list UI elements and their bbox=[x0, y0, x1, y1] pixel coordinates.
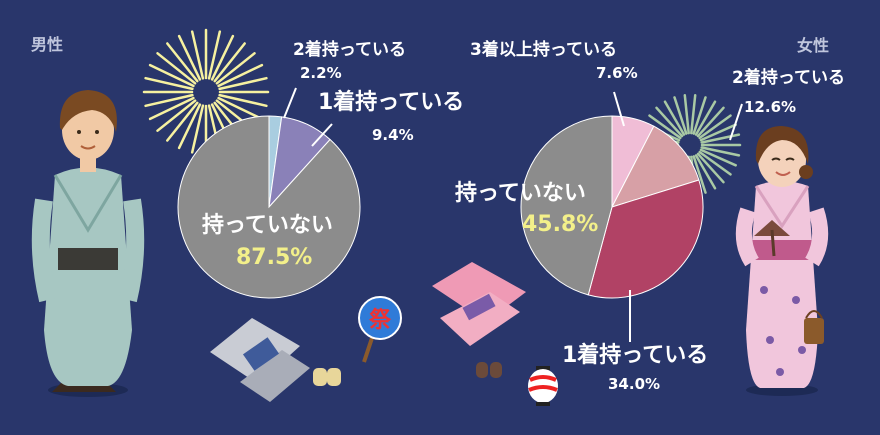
female-one-label: 1着持っている bbox=[562, 343, 709, 368]
paper-lantern-illustration bbox=[528, 366, 558, 406]
leader-line-male-two bbox=[283, 87, 297, 119]
male-pie-slice-2 bbox=[177, 115, 361, 299]
folded-yukata-pink-illustration bbox=[432, 262, 526, 346]
leader-line-female-two bbox=[729, 103, 743, 141]
folded-yukata-gray-illustration bbox=[210, 318, 310, 402]
firework-left-decoration bbox=[142, 28, 270, 156]
male-pie-chart bbox=[177, 115, 361, 299]
female-pie-slice-1 bbox=[611, 125, 700, 208]
uchiwa-fan-illustration: 祭 bbox=[358, 296, 402, 363]
sandals-pink-illustration bbox=[476, 362, 502, 378]
male-two-label: 2着持っている bbox=[293, 40, 406, 60]
male-two-pct: 2.2% bbox=[300, 64, 342, 82]
female-pie-slice-2 bbox=[587, 179, 704, 299]
geta-sandals-illustration bbox=[313, 368, 341, 386]
female-pie-slice-3 bbox=[520, 115, 613, 296]
male-gender-label: 男性 bbox=[31, 35, 64, 54]
fan-text: 祭 bbox=[368, 307, 392, 333]
leader-line-male-one bbox=[311, 123, 333, 147]
female-gender-label: 女性 bbox=[797, 36, 830, 55]
female-none-label: 持っていない bbox=[455, 181, 586, 206]
female-three-pct: 7.6% bbox=[596, 64, 638, 82]
female-two-pct: 12.6% bbox=[744, 98, 797, 116]
male-one-pct: 9.4% bbox=[372, 126, 414, 144]
man-in-yukata-illustration bbox=[31, 90, 145, 397]
female-one-pct: 34.0% bbox=[608, 375, 661, 393]
female-three-label: 3着以上持っている bbox=[470, 40, 617, 60]
leader-line-female-three bbox=[613, 91, 625, 127]
male-one-label: 1着持っている bbox=[318, 90, 465, 115]
female-two-label: 2着持っている bbox=[732, 68, 845, 88]
female-none-pct: 45.8% bbox=[522, 212, 599, 237]
male-none-label: 持っていない bbox=[202, 213, 333, 238]
woman-in-yukata-illustration bbox=[735, 126, 829, 396]
male-none-pct: 87.5% bbox=[236, 245, 313, 270]
female-pie-chart bbox=[520, 115, 704, 299]
